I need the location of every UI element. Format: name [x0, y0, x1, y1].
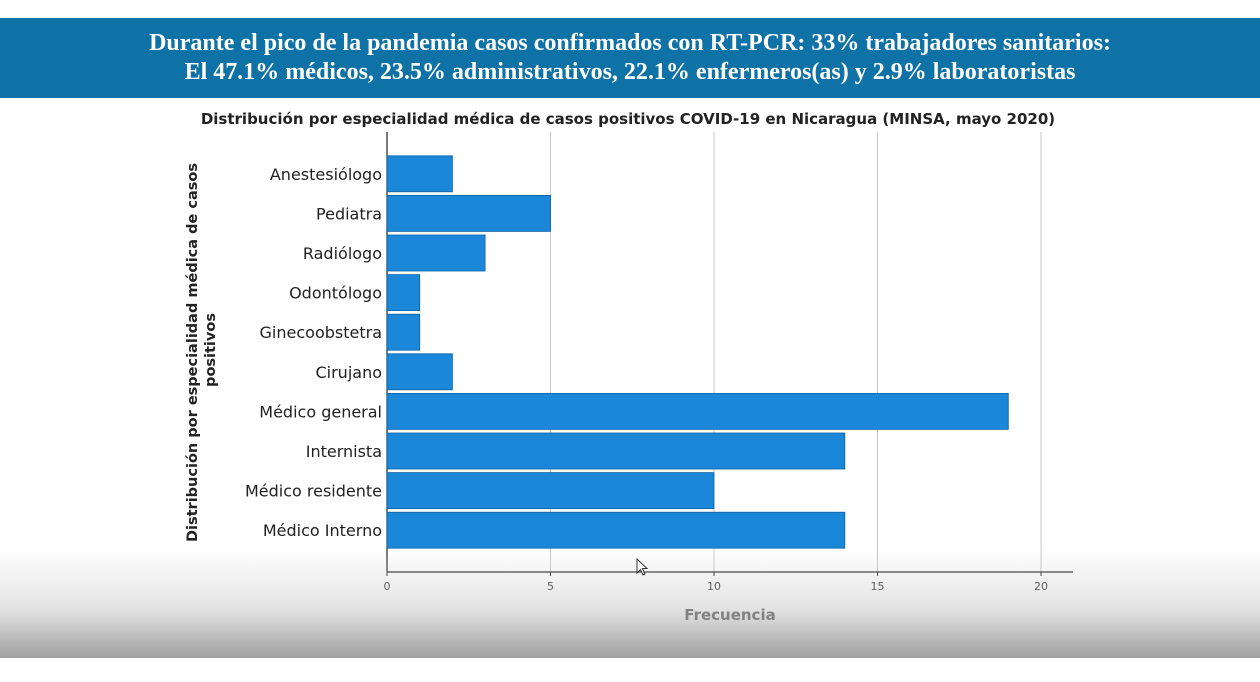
bar: [386, 313, 421, 351]
headline-line-1: Durante el pico de la pandemia casos con…: [149, 30, 1111, 56]
bar: [386, 472, 715, 510]
category-label: Cirujano: [315, 363, 382, 382]
bar: [386, 194, 551, 232]
bar: [386, 234, 486, 272]
mouse-cursor-icon: [636, 558, 649, 576]
bar: [386, 392, 1009, 430]
x-tick-label: 5: [547, 580, 554, 593]
category-label: Pediatra: [316, 204, 382, 223]
category-label: Anestesiólogo: [270, 165, 382, 184]
bar: [386, 155, 453, 193]
category-label: Radiólogo: [303, 244, 382, 263]
bar: [386, 511, 846, 549]
category-label: Ginecoobstetra: [260, 323, 382, 342]
category-label: Odontólogo: [289, 284, 382, 303]
category-label: Médico residente: [245, 482, 382, 501]
category-label: Internista: [306, 442, 382, 461]
chart-title: Distribución por especialidad médica de …: [201, 110, 1055, 128]
x-tick-label: 0: [384, 580, 391, 593]
category-label: Médico general: [259, 402, 382, 421]
bar: [386, 432, 846, 470]
x-tick-label: 15: [871, 580, 885, 593]
category-label: Médico Interno: [263, 521, 382, 540]
headline-banner: Durante el pico de la pandemia casos con…: [0, 18, 1260, 98]
x-tick-label: 10: [707, 580, 721, 593]
x-axis-label: Frecuencia: [684, 606, 775, 624]
bar: [386, 353, 453, 391]
headline-line-2: El 47.1% médicos, 23.5% administrativos,…: [184, 59, 1076, 85]
x-tick-label: 20: [1034, 580, 1048, 593]
bar: [386, 274, 421, 312]
y-axis-label: Distribución por especialidad médica de …: [185, 158, 219, 542]
